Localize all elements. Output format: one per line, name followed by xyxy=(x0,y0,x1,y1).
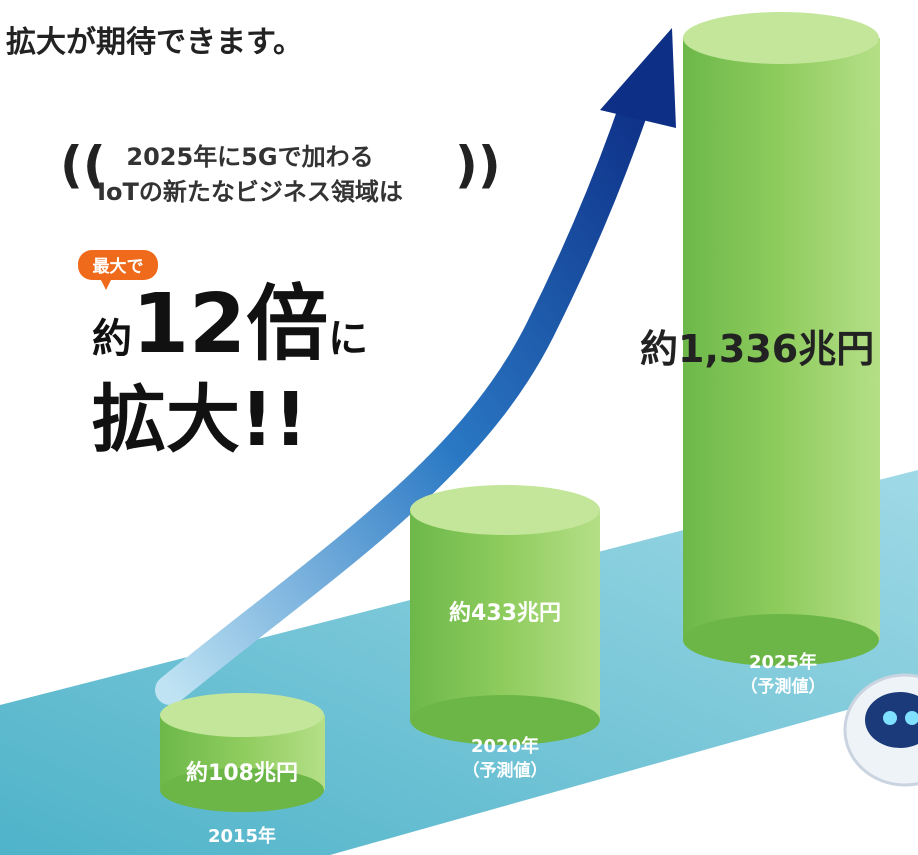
year-label: 2025年 xyxy=(749,651,817,673)
headline: 約12倍に xyxy=(92,277,368,372)
bar-label: 約433兆円 xyxy=(449,600,561,626)
year-note: （予測値） xyxy=(463,760,548,781)
year-label: 2015年 xyxy=(208,825,276,847)
headline-line2: 拡大!! xyxy=(92,377,308,463)
wave: )) xyxy=(455,136,501,194)
wave: (( xyxy=(60,136,106,194)
callout-line: IoTの新たなビジネス領域は xyxy=(97,178,403,206)
robot xyxy=(843,673,918,787)
bar-label: 約1,336兆円 xyxy=(640,327,874,371)
badge: 最大で xyxy=(93,256,144,277)
headline-prefix: 約 xyxy=(92,316,132,362)
headline-number: 12倍 xyxy=(132,277,328,372)
badge-bg xyxy=(78,250,158,280)
heading: 拡大が期待できます。 xyxy=(6,25,303,60)
bar-label: 約108兆円 xyxy=(186,760,298,786)
headline-suffix: に xyxy=(328,316,368,362)
badge-tail xyxy=(100,278,112,290)
year-note: （予測値） xyxy=(741,676,826,697)
year-label: 2020年 xyxy=(471,735,539,757)
arrow-head xyxy=(600,28,676,128)
callout-line: 2025年に5Gで加わる xyxy=(126,143,373,171)
growth-arrow xyxy=(155,75,655,705)
cylinder xyxy=(160,12,880,812)
